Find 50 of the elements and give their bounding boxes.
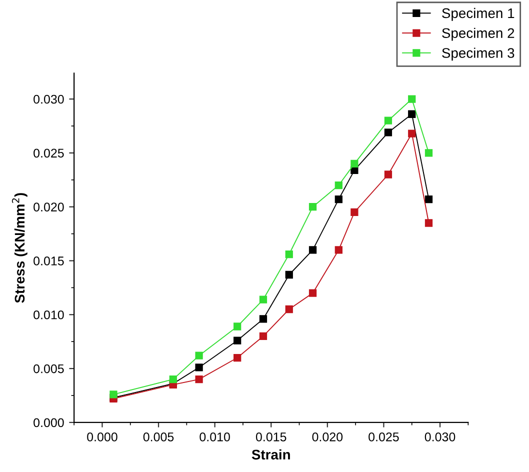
point: [408, 95, 416, 103]
y-tick-label: 0.005: [34, 364, 64, 374]
y-tick-label: 0.025: [34, 148, 64, 158]
point: [285, 270, 293, 279]
x-axis-title: Strain: [252, 449, 290, 460]
legend-label: Specimen 1: [442, 8, 514, 21]
point: [308, 246, 317, 254]
x-tick-label: 0.010: [200, 432, 230, 442]
point: [334, 195, 342, 204]
legend-label: Specimen 3: [442, 48, 514, 61]
point: [234, 354, 242, 362]
point: [234, 336, 242, 344]
point: [384, 170, 392, 178]
x-tick-label: 0.000: [87, 432, 118, 442]
point: [234, 322, 242, 330]
point: [169, 376, 177, 384]
point: [384, 128, 392, 136]
point: [259, 296, 268, 304]
point: [408, 130, 416, 138]
y-axis-title: Stress (KN/mm$^{2}$): [12, 193, 28, 303]
point: [285, 305, 293, 314]
point: [408, 110, 416, 118]
point: [259, 332, 268, 340]
x-tick-label: 0.015: [256, 432, 286, 442]
point: [308, 203, 317, 211]
point: [424, 149, 433, 157]
point: [285, 250, 293, 258]
x-tick-label: 0.020: [312, 432, 343, 442]
x-tick-label: 0.005: [143, 432, 174, 442]
point: [350, 160, 358, 168]
point: [384, 116, 392, 124]
point: [308, 289, 317, 297]
point: [350, 208, 358, 216]
point: [334, 246, 342, 254]
point: [259, 315, 268, 323]
point: [424, 219, 433, 227]
y-tick-label: 0.000: [34, 418, 64, 428]
x-tick-label: 0.030: [424, 432, 456, 442]
legend-label: Specimen 2: [442, 28, 514, 41]
point: [334, 181, 342, 190]
y-tick-label: 0.020: [34, 202, 64, 212]
point: [195, 364, 203, 372]
y-tick-label: 0.030: [34, 94, 64, 104]
y-tick-label: 0.015: [34, 256, 64, 266]
y-tick-label: 0.010: [34, 310, 64, 320]
point: [110, 390, 118, 398]
point: [195, 376, 203, 384]
point: [424, 195, 433, 204]
x-tick-label: 0.025: [368, 432, 399, 442]
point: [195, 352, 203, 360]
